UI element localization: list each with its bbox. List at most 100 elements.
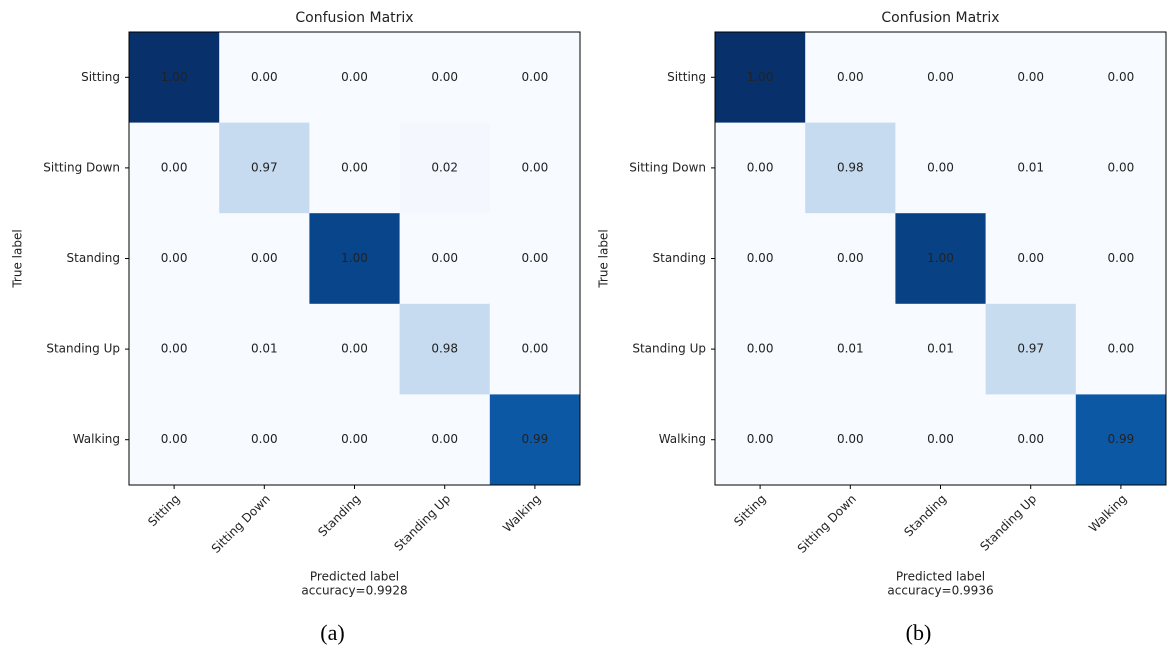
cell (309, 122, 401, 214)
cell-label: 1.00 (161, 70, 188, 84)
accuracy-note: accuracy=0.9936 (887, 584, 993, 598)
cell-label: 0.00 (747, 251, 774, 265)
cell-label: 0.99 (1108, 432, 1135, 446)
cell-label: 0.97 (251, 160, 278, 174)
cell-label: 0.01 (927, 342, 954, 356)
cell-label: 0.00 (251, 251, 278, 265)
x-tick-label: Walking (1086, 492, 1129, 535)
cell-label: 0.00 (927, 70, 954, 84)
cell (129, 394, 220, 486)
cell-label: 0.00 (431, 70, 458, 84)
x-tick-label: Sitting (731, 492, 768, 529)
cell (399, 32, 491, 124)
cell (895, 122, 987, 214)
y-axis-label: True label (597, 229, 611, 288)
cell (219, 32, 310, 124)
cell (399, 213, 491, 305)
cell-label: 1.00 (341, 251, 368, 265)
caption: (a) (320, 620, 344, 645)
cell-label: 0.00 (1017, 432, 1044, 446)
x-tick-label: Standing Up (391, 492, 453, 554)
y-tick-label: Walking (659, 432, 706, 446)
cell (129, 122, 220, 214)
cell (985, 213, 1077, 305)
cell-label: 0.00 (747, 432, 774, 446)
cell (309, 394, 401, 486)
cell-label: 0.00 (1017, 251, 1044, 265)
cell-label: 0.00 (341, 432, 368, 446)
cell-label: 0.00 (522, 342, 549, 356)
cell-label: 0.02 (431, 160, 458, 174)
cell (129, 32, 220, 124)
cell-label: 1.00 (927, 251, 954, 265)
x-tick-label: Sitting (145, 492, 182, 529)
cell-label: 0.00 (431, 432, 458, 446)
x-tick-label: Standing (901, 492, 949, 540)
cell (805, 122, 896, 214)
cell (129, 213, 220, 305)
cell (219, 394, 310, 486)
cell-label: 0.00 (522, 70, 549, 84)
cell (805, 303, 896, 395)
x-tick-label: Standing Up (977, 492, 1039, 554)
x-tick-label: Sitting Down (795, 492, 859, 556)
cell-label: 0.00 (251, 432, 278, 446)
cell-label: 0.00 (927, 160, 954, 174)
cell (399, 394, 491, 486)
cell (805, 32, 896, 124)
cell (309, 303, 401, 395)
cell-label: 0.01 (1017, 160, 1044, 174)
cell (715, 213, 806, 305)
cell-label: 0.00 (1108, 251, 1135, 265)
cell (805, 394, 896, 486)
cell-label: 0.00 (1017, 70, 1044, 84)
cell (399, 303, 491, 395)
y-tick-label: Sitting (667, 70, 706, 84)
cell-label: 1.00 (747, 70, 774, 84)
cell-label: 0.00 (251, 70, 278, 84)
cell-label: 0.00 (161, 160, 188, 174)
y-tick-label: Walking (73, 432, 120, 446)
cell (489, 394, 581, 486)
cell (895, 213, 987, 305)
cell-label: 0.97 (1017, 342, 1044, 356)
y-axis-label: True label (11, 229, 25, 288)
cell (489, 303, 581, 395)
cell (489, 32, 581, 124)
chart-title: Confusion Matrix (881, 10, 999, 26)
cell (985, 122, 1077, 214)
cell (715, 303, 806, 395)
cell (895, 32, 987, 124)
cell (985, 32, 1077, 124)
cell (715, 394, 806, 486)
cell-label: 0.00 (522, 251, 549, 265)
cell (489, 213, 581, 305)
cell-label: 0.01 (251, 342, 278, 356)
cell (309, 213, 401, 305)
cell-label: 0.99 (522, 432, 549, 446)
cell (309, 32, 401, 124)
cell-label: 0.00 (1108, 160, 1135, 174)
cell (1075, 394, 1167, 486)
accuracy-note: accuracy=0.9928 (301, 584, 407, 598)
y-tick-label: Sitting Down (629, 160, 706, 174)
cell-label: 0.00 (341, 70, 368, 84)
cell-label: 0.00 (341, 160, 368, 174)
cell-label: 0.00 (522, 160, 549, 174)
cell-label: 0.00 (747, 342, 774, 356)
cell-label: 0.00 (837, 70, 864, 84)
cell (219, 122, 310, 214)
cell (715, 122, 806, 214)
x-tick-label: Walking (500, 492, 543, 535)
cell (129, 303, 220, 395)
y-tick-label: Standing Up (46, 342, 120, 356)
cell (1075, 122, 1167, 214)
y-tick-label: Standing (67, 251, 120, 265)
y-tick-label: Standing (653, 251, 706, 265)
x-tick-label: Sitting Down (209, 492, 273, 556)
cell (715, 32, 806, 124)
cell (219, 213, 310, 305)
cell-label: 0.00 (927, 432, 954, 446)
cell-label: 0.00 (431, 251, 458, 265)
